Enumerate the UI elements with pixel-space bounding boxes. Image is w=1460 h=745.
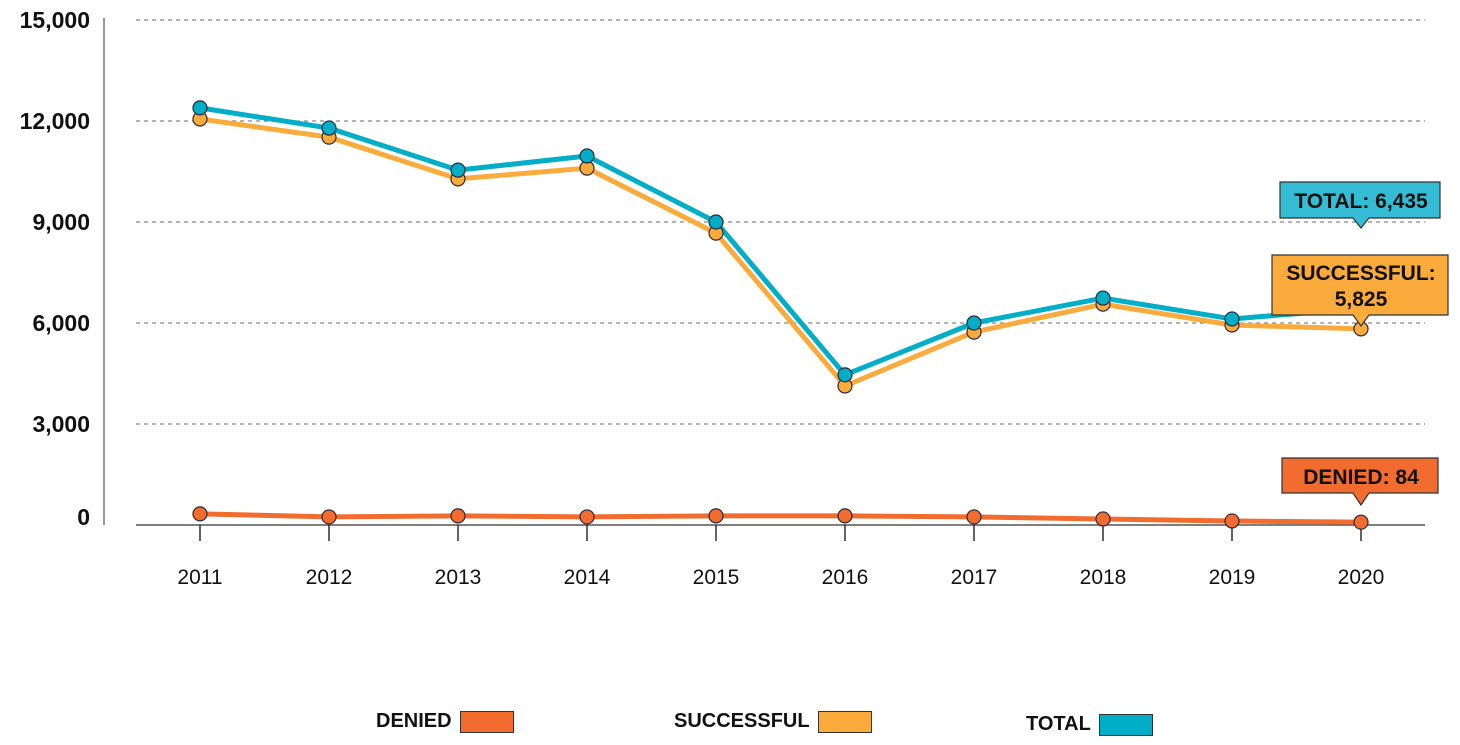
x-tick-label: 2017 <box>951 566 998 589</box>
series-line-successful <box>199 116 1362 389</box>
x-tick-label: 2014 <box>564 566 611 589</box>
data-point-total <box>1095 290 1111 306</box>
data-point-total <box>966 315 982 331</box>
data-point-denied <box>192 506 208 522</box>
x-tick-label: 2019 <box>1209 566 1256 589</box>
x-tick-label: 2013 <box>435 566 482 589</box>
x-tick-label: 2018 <box>1080 566 1127 589</box>
y-tick-label: 0 <box>77 504 90 530</box>
y-tick-label: 15,000 <box>20 7 90 33</box>
data-point-denied <box>1095 511 1111 527</box>
data-point-denied <box>450 508 466 524</box>
y-tick-label: 12,000 <box>20 108 90 134</box>
data-point-denied <box>966 509 982 525</box>
denied-callout <box>1281 457 1439 507</box>
data-point-total <box>321 120 337 136</box>
legend-total: TOTAL <box>1026 713 1153 736</box>
x-tick-label: 2016 <box>822 566 869 589</box>
y-tick-label: 6,000 <box>32 310 90 336</box>
data-point-denied <box>579 509 595 525</box>
y-tick-label: 3,000 <box>32 411 90 437</box>
x-tick-label: 2011 <box>177 566 222 589</box>
series-line-denied <box>199 511 1362 525</box>
data-point-denied <box>1224 513 1240 529</box>
total-callout <box>1279 181 1441 229</box>
legend-swatch-successful <box>817 710 872 733</box>
successful-callout-text: SUCCESSFUL: <box>1286 262 1435 285</box>
legend-label-denied: DENIED <box>376 710 452 732</box>
data-point-denied <box>708 508 724 524</box>
legend-successful: SUCCESSFUL <box>674 710 872 733</box>
x-tick-label: 2015 <box>693 566 740 589</box>
successful-callout <box>1271 254 1449 328</box>
legend-label-total: TOTAL <box>1026 713 1091 735</box>
legend-label-successful: SUCCESSFUL <box>674 710 810 732</box>
series-line-total <box>199 105 1362 378</box>
legend-swatch-denied <box>459 710 514 733</box>
total-callout-text: TOTAL: 6,435 <box>1294 190 1428 213</box>
data-point-denied <box>1353 514 1369 530</box>
data-point-total <box>1224 311 1240 327</box>
y-tick-label: 9,000 <box>32 209 90 235</box>
x-tick-label: 2020 <box>1338 566 1385 589</box>
legend-denied: DENIED <box>376 710 514 733</box>
data-point-total <box>837 367 853 383</box>
denied-callout-text: DENIED: 84 <box>1303 466 1419 489</box>
data-point-denied <box>837 508 853 524</box>
legend-swatch-total <box>1098 713 1153 736</box>
data-point-total <box>708 214 724 230</box>
data-point-denied <box>321 509 337 525</box>
x-tick-label: 2012 <box>306 566 353 589</box>
data-point-total <box>192 100 208 116</box>
data-point-total <box>450 162 466 178</box>
successful-callout-value: 5,825 <box>1335 288 1388 311</box>
data-point-total <box>579 148 595 164</box>
